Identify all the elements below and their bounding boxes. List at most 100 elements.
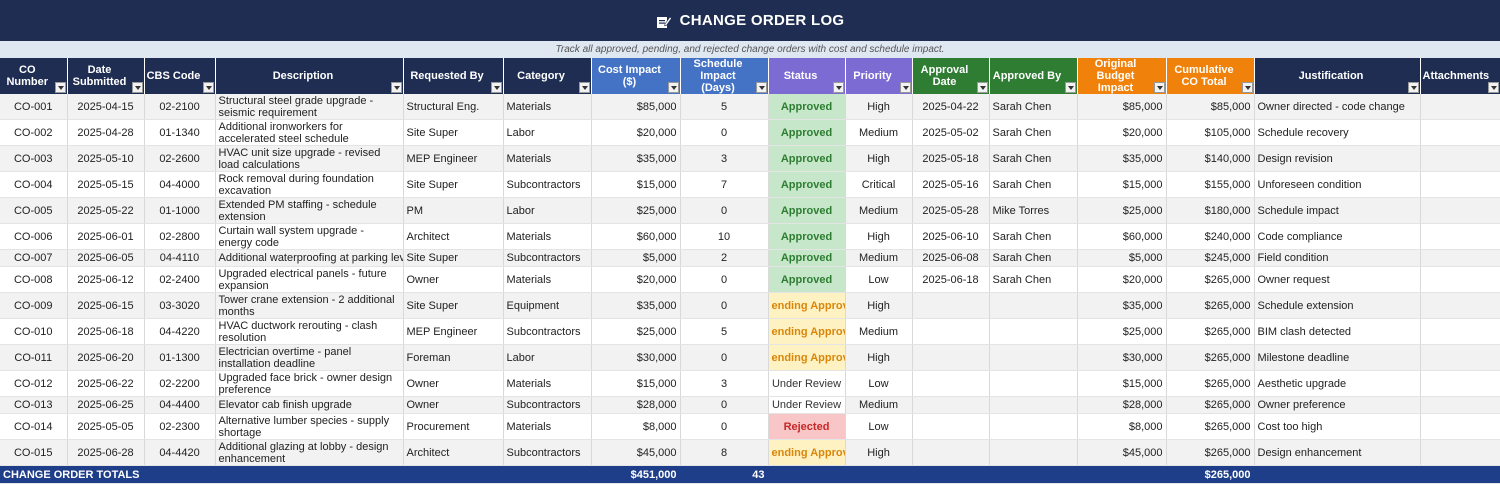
cell-date[interactable]: 2025-06-22: [67, 370, 145, 397]
cell-appr-by[interactable]: [989, 344, 1078, 371]
cell-orig[interactable]: $20,000: [1077, 119, 1167, 146]
cell-date[interactable]: 2025-06-28: [67, 439, 145, 466]
cell-priority[interactable]: Medium: [845, 396, 913, 414]
cell-req[interactable]: Architect: [403, 439, 504, 466]
column-header[interactable]: Cumulative CO Total: [1166, 58, 1255, 94]
cell-desc[interactable]: HVAC unit size upgrade - revised load ca…: [215, 145, 404, 172]
cell-cum[interactable]: $265,000: [1166, 439, 1255, 466]
cell-cbs[interactable]: 01-1340: [144, 119, 216, 146]
column-header[interactable]: CO Number: [0, 58, 68, 94]
cell-appr-by[interactable]: [989, 413, 1078, 440]
cell-req[interactable]: Owner: [403, 370, 504, 397]
cell-cost[interactable]: $25,000: [591, 197, 681, 224]
cell-co[interactable]: CO-014: [0, 413, 68, 440]
cell-cost[interactable]: $20,000: [591, 119, 681, 146]
cell-priority[interactable]: Medium: [845, 197, 913, 224]
cell-appr-date[interactable]: 2025-05-16: [912, 171, 990, 198]
column-header[interactable]: Cost Impact ($): [591, 58, 681, 94]
cell-sched[interactable]: 0: [680, 292, 769, 319]
column-header[interactable]: Schedule Impact (Days): [680, 58, 769, 94]
cell-cat[interactable]: Labor: [503, 119, 592, 146]
cell-req[interactable]: Owner: [403, 266, 504, 293]
cell-req[interactable]: Foreman: [403, 344, 504, 371]
cell-sched[interactable]: 0: [680, 119, 769, 146]
cell-just[interactable]: Milestone deadline: [1254, 344, 1421, 371]
cell-cost[interactable]: $35,000: [591, 145, 681, 172]
cell-sched[interactable]: 5: [680, 94, 769, 120]
cell-orig[interactable]: $85,000: [1077, 94, 1167, 120]
cell-cbs[interactable]: 02-2400: [144, 266, 216, 293]
column-header[interactable]: Category: [503, 58, 592, 94]
cell-date[interactable]: 2025-04-15: [67, 94, 145, 120]
filter-dropdown-icon[interactable]: [54, 82, 66, 93]
cell-att[interactable]: [1420, 292, 1500, 319]
cell-priority[interactable]: High: [845, 145, 913, 172]
cell-req[interactable]: MEP Engineer: [403, 145, 504, 172]
cell-cost[interactable]: $15,000: [591, 370, 681, 397]
cell-req[interactable]: Procurement: [403, 413, 504, 440]
cell-cat[interactable]: Materials: [503, 370, 592, 397]
cell-appr-date[interactable]: 2025-05-02: [912, 119, 990, 146]
filter-dropdown-icon[interactable]: [1241, 82, 1253, 93]
cell-just[interactable]: Unforeseen condition: [1254, 171, 1421, 198]
cell-req[interactable]: PM: [403, 197, 504, 224]
cell-priority[interactable]: High: [845, 223, 913, 250]
column-header[interactable]: Status: [768, 58, 846, 94]
cell-appr-by[interactable]: [989, 318, 1078, 345]
cell-orig[interactable]: $5,000: [1077, 249, 1167, 267]
cell-req[interactable]: Architect: [403, 223, 504, 250]
cell-cbs[interactable]: 01-1000: [144, 197, 216, 224]
cell-priority[interactable]: High: [845, 344, 913, 371]
cell-priority[interactable]: High: [845, 292, 913, 319]
cell-att[interactable]: [1420, 318, 1500, 345]
cell-cum[interactable]: $265,000: [1166, 413, 1255, 440]
cell-appr-date[interactable]: 2025-04-22: [912, 94, 990, 120]
cell-desc[interactable]: Curtain wall system upgrade - energy cod…: [215, 223, 404, 250]
cell-orig[interactable]: $8,000: [1077, 413, 1167, 440]
cell-just[interactable]: Owner preference: [1254, 396, 1421, 414]
cell-att[interactable]: [1420, 249, 1500, 267]
cell-cost[interactable]: $15,000: [591, 171, 681, 198]
cell-just[interactable]: Field condition: [1254, 249, 1421, 267]
cell-date[interactable]: 2025-05-15: [67, 171, 145, 198]
column-header[interactable]: Approval Date: [912, 58, 990, 94]
cell-desc[interactable]: HVAC ductwork rerouting - clash resoluti…: [215, 318, 404, 345]
cell-att[interactable]: [1420, 171, 1500, 198]
column-header[interactable]: Justification: [1254, 58, 1421, 94]
cell-co[interactable]: CO-010: [0, 318, 68, 345]
cell-appr-by[interactable]: Sarah Chen: [989, 266, 1078, 293]
filter-dropdown-icon[interactable]: [1407, 82, 1419, 93]
cell-cat[interactable]: Labor: [503, 344, 592, 371]
cell-req[interactable]: Site Super: [403, 171, 504, 198]
cell-appr-date[interactable]: [912, 292, 990, 319]
column-header[interactable]: CBS Code: [144, 58, 216, 94]
cell-cum[interactable]: $265,000: [1166, 396, 1255, 414]
cell-sched[interactable]: 3: [680, 370, 769, 397]
cell-req[interactable]: MEP Engineer: [403, 318, 504, 345]
cell-status[interactable]: Approved: [768, 223, 846, 250]
cell-co[interactable]: CO-007: [0, 249, 68, 267]
cell-desc[interactable]: Upgraded electrical panels - future expa…: [215, 266, 404, 293]
cell-priority[interactable]: Low: [845, 370, 913, 397]
cell-att[interactable]: [1420, 266, 1500, 293]
cell-cost[interactable]: $85,000: [591, 94, 681, 120]
cell-cbs[interactable]: 04-4110: [144, 249, 216, 267]
cell-desc[interactable]: Electrician overtime - panel installatio…: [215, 344, 404, 371]
cell-status[interactable]: Approved: [768, 249, 846, 267]
cell-req[interactable]: Site Super: [403, 292, 504, 319]
cell-desc[interactable]: Additional glazing at lobby - design enh…: [215, 439, 404, 466]
filter-dropdown-icon[interactable]: [131, 82, 143, 93]
cell-req[interactable]: Structural Eng.: [403, 94, 504, 120]
cell-cat[interactable]: Subcontractors: [503, 249, 592, 267]
filter-dropdown-icon[interactable]: [899, 82, 911, 93]
cell-appr-by[interactable]: Sarah Chen: [989, 94, 1078, 120]
cell-status[interactable]: Under Review: [768, 370, 846, 397]
cell-att[interactable]: [1420, 344, 1500, 371]
cell-cum[interactable]: $180,000: [1166, 197, 1255, 224]
cell-appr-date[interactable]: 2025-06-10: [912, 223, 990, 250]
cell-att[interactable]: [1420, 396, 1500, 414]
cell-appr-by[interactable]: [989, 370, 1078, 397]
cell-status[interactable]: Approved: [768, 171, 846, 198]
cell-cost[interactable]: $20,000: [591, 266, 681, 293]
filter-dropdown-icon[interactable]: [755, 82, 767, 93]
